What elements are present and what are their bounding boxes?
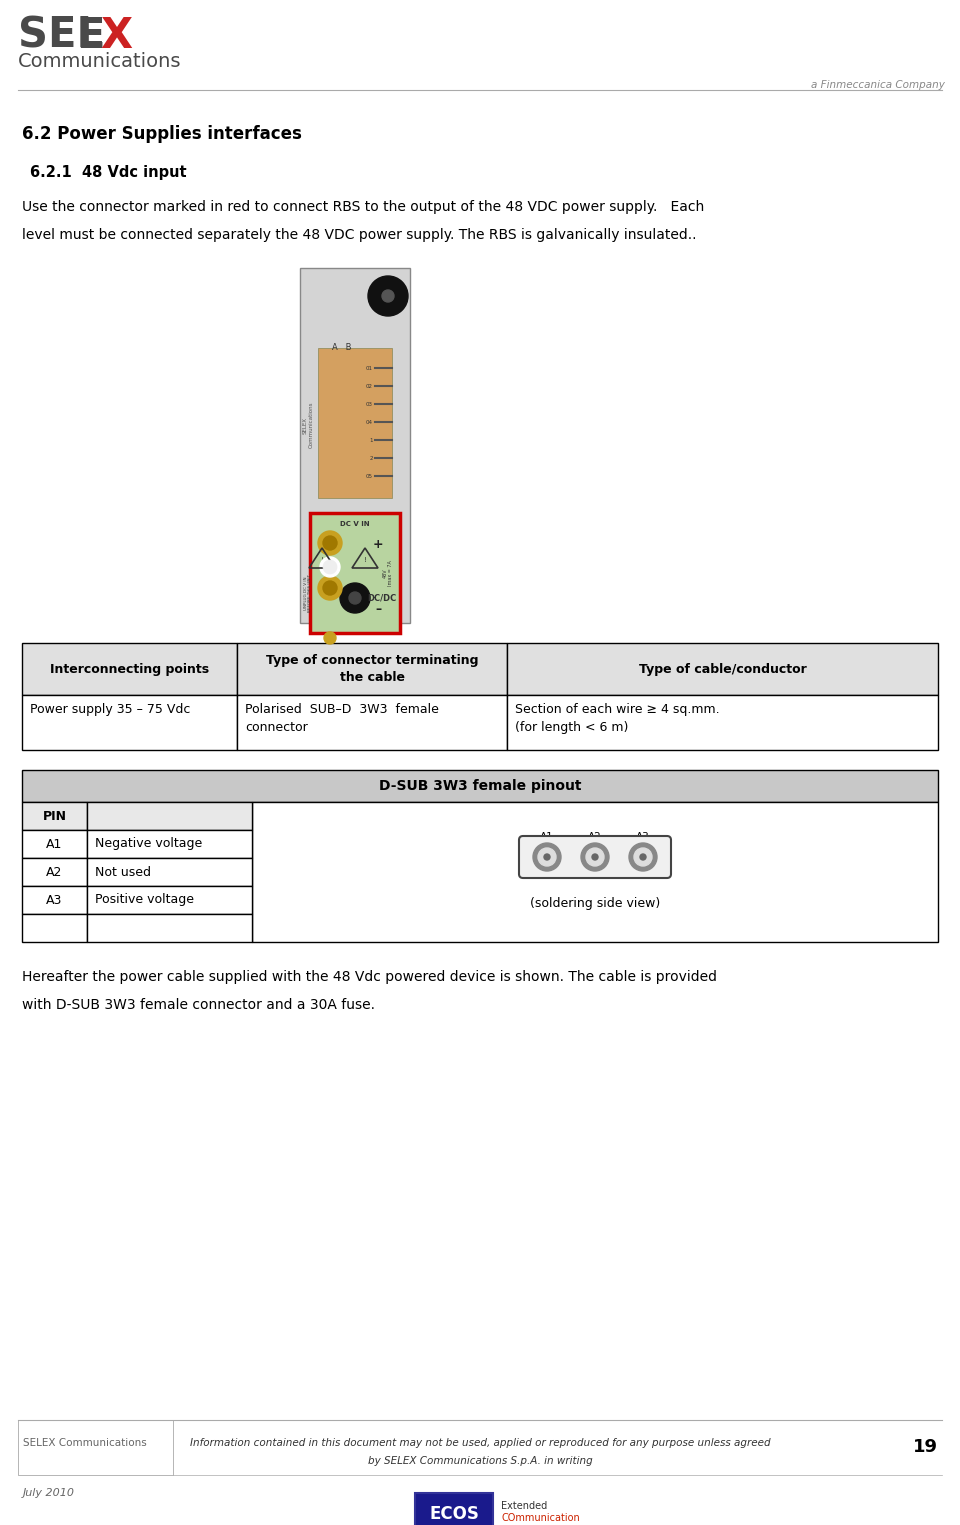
Bar bbox=[237, 644, 507, 695]
Circle shape bbox=[629, 843, 657, 871]
Text: A   B: A B bbox=[332, 343, 351, 352]
Bar bbox=[22, 770, 938, 802]
Text: 6.2 Power Supplies interfaces: 6.2 Power Supplies interfaces bbox=[22, 125, 301, 143]
Text: Use the connector marked in red to connect RBS to the output of the 48 VDC power: Use the connector marked in red to conne… bbox=[22, 200, 705, 214]
Bar bbox=[22, 859, 87, 886]
Circle shape bbox=[533, 843, 561, 871]
Bar bbox=[22, 830, 87, 859]
Text: A1: A1 bbox=[540, 833, 554, 842]
Bar bbox=[87, 886, 252, 913]
Text: 04: 04 bbox=[366, 419, 373, 424]
Text: 6.2.1  48 Vdc input: 6.2.1 48 Vdc input bbox=[30, 165, 186, 180]
Text: ECOS: ECOS bbox=[429, 1505, 479, 1523]
Text: Information contained in this document may not be used, applied or reproduced fo: Information contained in this document m… bbox=[190, 1438, 770, 1449]
Text: A3: A3 bbox=[636, 833, 650, 842]
Circle shape bbox=[340, 583, 370, 613]
Circle shape bbox=[368, 276, 408, 316]
Bar bbox=[252, 802, 938, 942]
Text: 02: 02 bbox=[366, 383, 373, 389]
Text: 2: 2 bbox=[370, 456, 373, 461]
Text: Positive voltage: Positive voltage bbox=[95, 894, 194, 906]
Circle shape bbox=[592, 854, 598, 860]
Circle shape bbox=[318, 531, 342, 555]
Text: !: ! bbox=[321, 557, 324, 563]
Text: !: ! bbox=[364, 557, 367, 563]
Text: X: X bbox=[100, 15, 132, 56]
Circle shape bbox=[323, 535, 337, 551]
Circle shape bbox=[581, 843, 609, 871]
Circle shape bbox=[349, 592, 361, 604]
Bar bbox=[18, 1420, 173, 1475]
Text: PIN: PIN bbox=[42, 810, 66, 822]
Circle shape bbox=[382, 290, 394, 302]
Text: E: E bbox=[76, 15, 105, 56]
Text: 01: 01 bbox=[366, 366, 373, 371]
Text: Negative voltage: Negative voltage bbox=[95, 837, 203, 851]
Bar bbox=[318, 348, 392, 499]
Text: 1: 1 bbox=[370, 438, 373, 442]
Text: A3: A3 bbox=[46, 894, 62, 906]
Bar bbox=[87, 802, 252, 830]
Text: July 2010: July 2010 bbox=[23, 1488, 75, 1498]
Text: Extended: Extended bbox=[501, 1501, 547, 1511]
Text: A2: A2 bbox=[588, 833, 602, 842]
Text: Polarised  SUB–D  3W3  female
connector: Polarised SUB–D 3W3 female connector bbox=[245, 703, 439, 734]
FancyBboxPatch shape bbox=[300, 268, 410, 624]
Circle shape bbox=[634, 848, 652, 866]
Bar bbox=[415, 1493, 493, 1525]
Text: DC V IN: DC V IN bbox=[340, 522, 370, 528]
Circle shape bbox=[586, 848, 604, 866]
Circle shape bbox=[320, 557, 340, 576]
Text: with D-SUB 3W3 female connector and a 30A fuse.: with D-SUB 3W3 female connector and a 30… bbox=[22, 997, 375, 1013]
Bar bbox=[22, 695, 237, 750]
Text: –: – bbox=[375, 602, 381, 616]
Text: by SELEX Communications S.p.A. in writing: by SELEX Communications S.p.A. in writin… bbox=[368, 1456, 592, 1466]
Circle shape bbox=[538, 848, 556, 866]
Bar bbox=[22, 913, 87, 942]
Text: 48V
Imax = 7A: 48V Imax = 7A bbox=[383, 560, 394, 586]
Text: a Finmeccanica Company: a Finmeccanica Company bbox=[811, 79, 945, 90]
Circle shape bbox=[324, 631, 336, 644]
Bar bbox=[87, 830, 252, 859]
Bar bbox=[87, 913, 252, 942]
Text: 19: 19 bbox=[913, 1438, 938, 1456]
Circle shape bbox=[318, 576, 342, 599]
Text: Power supply 35 – 75 Vdc: Power supply 35 – 75 Vdc bbox=[30, 703, 190, 717]
Bar bbox=[22, 802, 87, 830]
Text: SELEX
Communications: SELEX Communications bbox=[302, 401, 313, 448]
Bar bbox=[87, 859, 252, 886]
Circle shape bbox=[640, 854, 646, 860]
Text: 03: 03 bbox=[366, 401, 373, 407]
Text: Interconnecting points: Interconnecting points bbox=[50, 662, 209, 676]
Circle shape bbox=[323, 560, 337, 573]
Bar bbox=[507, 644, 938, 695]
Text: A2: A2 bbox=[46, 866, 62, 878]
Text: Hereafter the power cable supplied with the 48 Vdc powered device is shown. The : Hereafter the power cable supplied with … bbox=[22, 970, 717, 984]
Text: Communications: Communications bbox=[18, 52, 181, 72]
Text: COmmunication: COmmunication bbox=[501, 1513, 580, 1523]
Text: 05: 05 bbox=[366, 473, 373, 479]
Text: Type of cable/conductor: Type of cable/conductor bbox=[638, 662, 806, 676]
Text: UNPLUG DC V IN
BEFORE THIS UNIT: UNPLUG DC V IN BEFORE THIS UNIT bbox=[303, 573, 312, 612]
Text: level must be connected separately the 48 VDC power supply. The RBS is galvanica: level must be connected separately the 4… bbox=[22, 229, 697, 242]
Circle shape bbox=[323, 581, 337, 595]
Text: DC/DC: DC/DC bbox=[368, 593, 396, 602]
Text: (soldering side view): (soldering side view) bbox=[530, 897, 660, 910]
Text: A1: A1 bbox=[46, 837, 62, 851]
Text: Not used: Not used bbox=[95, 866, 151, 878]
Bar bbox=[310, 512, 400, 633]
Text: +: + bbox=[372, 538, 383, 551]
Text: Type of connector terminating
the cable: Type of connector terminating the cable bbox=[266, 654, 478, 685]
Circle shape bbox=[544, 854, 550, 860]
Text: D-SUB 3W3 female pinout: D-SUB 3W3 female pinout bbox=[379, 779, 581, 793]
FancyBboxPatch shape bbox=[519, 836, 671, 878]
Bar bbox=[237, 695, 507, 750]
Text: Section of each wire ≥ 4 sq.mm.
(for length < 6 m): Section of each wire ≥ 4 sq.mm. (for len… bbox=[515, 703, 720, 734]
Bar bbox=[22, 886, 87, 913]
Bar bbox=[22, 644, 237, 695]
Text: SELEX Communications: SELEX Communications bbox=[23, 1438, 147, 1449]
Text: SEL: SEL bbox=[18, 15, 103, 56]
Bar bbox=[507, 695, 938, 750]
